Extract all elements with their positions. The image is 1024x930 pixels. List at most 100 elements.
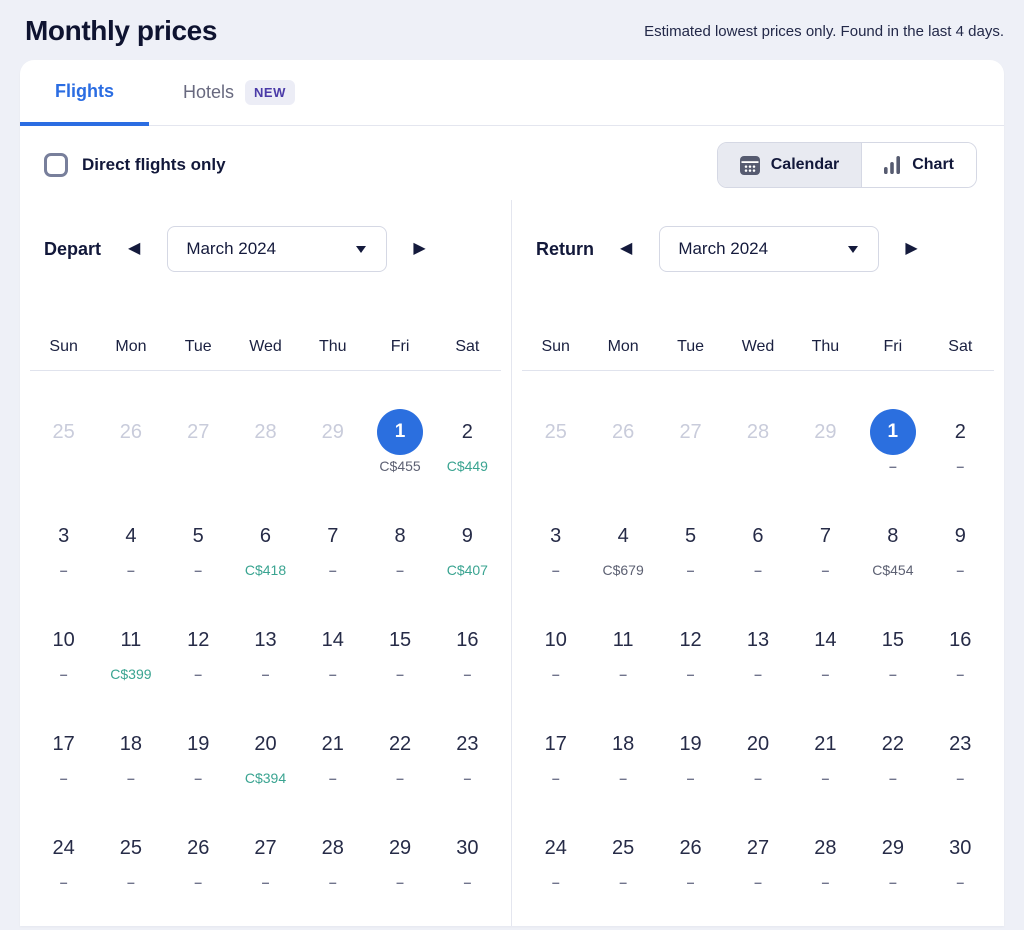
- day-number[interactable]: 22: [388, 733, 412, 755]
- day-number[interactable]: 30: [949, 837, 972, 859]
- calendar-day-cell: 19 –: [657, 683, 724, 787]
- day-number[interactable]: 8: [887, 525, 899, 547]
- day-number[interactable]: 12: [187, 629, 210, 651]
- calendar-day-cell: 5–: [165, 475, 232, 579]
- day-number[interactable]: 15: [388, 629, 412, 651]
- day-number[interactable]: 26: [679, 837, 702, 859]
- day-number[interactable]: 20: [746, 733, 770, 755]
- day-number[interactable]: 8: [394, 525, 406, 547]
- price-unavailable: –: [328, 874, 337, 890]
- day-number[interactable]: 4: [125, 525, 137, 547]
- day-number[interactable]: 23: [456, 733, 479, 755]
- price-unavailable: –: [59, 666, 68, 682]
- day-number[interactable]: 2: [954, 421, 966, 443]
- calendar-day-cell-outside: 29: [792, 371, 859, 475]
- day-number[interactable]: 7: [327, 525, 339, 547]
- tab-flights[interactable]: Flights: [20, 60, 149, 126]
- day-number[interactable]: 29: [881, 837, 904, 859]
- day-number[interactable]: 30: [456, 837, 479, 859]
- day-number[interactable]: 25: [119, 837, 143, 859]
- day-number[interactable]: 14: [814, 629, 837, 651]
- calendar-day-cell: 20 C$394: [232, 683, 299, 787]
- day-number[interactable]: 3: [550, 525, 562, 547]
- day-number[interactable]: 18: [612, 733, 635, 755]
- day-number[interactable]: 17: [544, 733, 567, 755]
- price-unavailable: –: [956, 562, 965, 578]
- day-number[interactable]: 13: [254, 629, 277, 651]
- price-unavailable: –: [59, 770, 68, 786]
- day-number[interactable]: 21: [321, 733, 344, 755]
- depart-prev-month-button[interactable]: ◀: [124, 239, 144, 259]
- depart-month-dropdown[interactable]: March 2024: [167, 226, 388, 272]
- depart-next-month-button[interactable]: ▶: [409, 239, 429, 259]
- price-unavailable: –: [194, 666, 203, 682]
- day-number[interactable]: 4: [617, 525, 629, 547]
- price-unavailable: –: [127, 874, 135, 890]
- calendar-day-cell: 3–: [522, 475, 589, 579]
- day-number[interactable]: 15: [881, 629, 904, 651]
- day-number[interactable]: 19: [679, 733, 702, 755]
- day-number[interactable]: 20: [254, 733, 277, 755]
- calendar-day-cell: 2 C$449: [434, 371, 501, 475]
- price-unavailable: –: [463, 666, 472, 682]
- price-unavailable: –: [396, 874, 404, 890]
- tab-hotels[interactable]: Hotels NEW: [177, 60, 301, 125]
- day-number[interactable]: 25: [612, 837, 635, 859]
- day-number[interactable]: 16: [456, 629, 479, 651]
- return-month-dropdown[interactable]: March 2024: [659, 226, 880, 272]
- selected-day[interactable]: 1: [377, 409, 424, 455]
- day-number[interactable]: 21: [814, 733, 837, 755]
- return-prev-month-button[interactable]: ◀: [616, 239, 636, 259]
- day-number[interactable]: 24: [52, 837, 75, 859]
- day-number[interactable]: 18: [119, 733, 143, 755]
- calendar-view-label: Calendar: [770, 156, 840, 173]
- day-number[interactable]: 14: [321, 629, 344, 651]
- day-number[interactable]: 22: [881, 733, 904, 755]
- day-number[interactable]: 24: [544, 837, 567, 859]
- day-number[interactable]: 28: [321, 837, 344, 859]
- day-number[interactable]: 9: [461, 525, 473, 547]
- day-number[interactable]: 27: [254, 837, 277, 859]
- day-number[interactable]: 7: [819, 525, 831, 547]
- day-number[interactable]: 10: [544, 629, 567, 651]
- day-number[interactable]: 13: [746, 629, 770, 651]
- weekday-header: Sat: [455, 338, 480, 355]
- price-label: C$394: [244, 770, 287, 786]
- day-number[interactable]: 27: [746, 837, 770, 859]
- day-number[interactable]: 11: [612, 629, 634, 651]
- weekday-header: Mon: [607, 338, 639, 355]
- day-number[interactable]: 5: [685, 525, 697, 547]
- day-number[interactable]: 29: [388, 837, 412, 859]
- day-number[interactable]: 23: [949, 733, 972, 755]
- calendar-day-cell: 9 C$407: [434, 475, 501, 579]
- day-number[interactable]: 19: [187, 733, 210, 755]
- calendar-view-button[interactable]: Calendar: [717, 143, 862, 187]
- day-number[interactable]: 9: [954, 525, 966, 547]
- calendar-day-cell: 25 –: [589, 787, 656, 891]
- weekday-header: Fri: [390, 338, 410, 355]
- calendar-day-cell-outside: 27: [165, 371, 232, 475]
- day-number[interactable]: 11: [120, 629, 142, 651]
- day-number[interactable]: 12: [679, 629, 702, 651]
- tab-hotels-label: Hotels: [183, 82, 235, 102]
- day-number[interactable]: 16: [949, 629, 972, 651]
- price-unavailable: –: [821, 562, 830, 578]
- return-next-month-button[interactable]: ▶: [901, 239, 921, 259]
- direct-flights-checkbox[interactable]: [44, 153, 68, 177]
- day-number[interactable]: 5: [192, 525, 204, 547]
- day-number[interactable]: 2: [461, 421, 473, 443]
- day-number[interactable]: 6: [752, 525, 764, 547]
- day-number[interactable]: 26: [187, 837, 210, 859]
- view-toggle: Calendar Chart: [716, 142, 977, 188]
- direct-flights-toggle[interactable]: Direct flights only: [44, 153, 226, 177]
- price-unavailable: –: [551, 666, 560, 682]
- return-day-grid: 25 26 27 28 29 1–2–3–4 C$679 5–6–7–8 C$454 9–10–1…: [522, 371, 994, 891]
- day-number[interactable]: 3: [58, 525, 70, 547]
- day-number[interactable]: 28: [814, 837, 837, 859]
- day-number[interactable]: 6: [259, 525, 272, 547]
- day-number[interactable]: 17: [52, 733, 75, 755]
- selected-day[interactable]: 1: [869, 409, 916, 455]
- chart-view-button[interactable]: Chart: [861, 143, 976, 187]
- day-number[interactable]: 10: [52, 629, 75, 651]
- depart-month-selector: Depart ◀ March 2024 ▶: [20, 226, 511, 272]
